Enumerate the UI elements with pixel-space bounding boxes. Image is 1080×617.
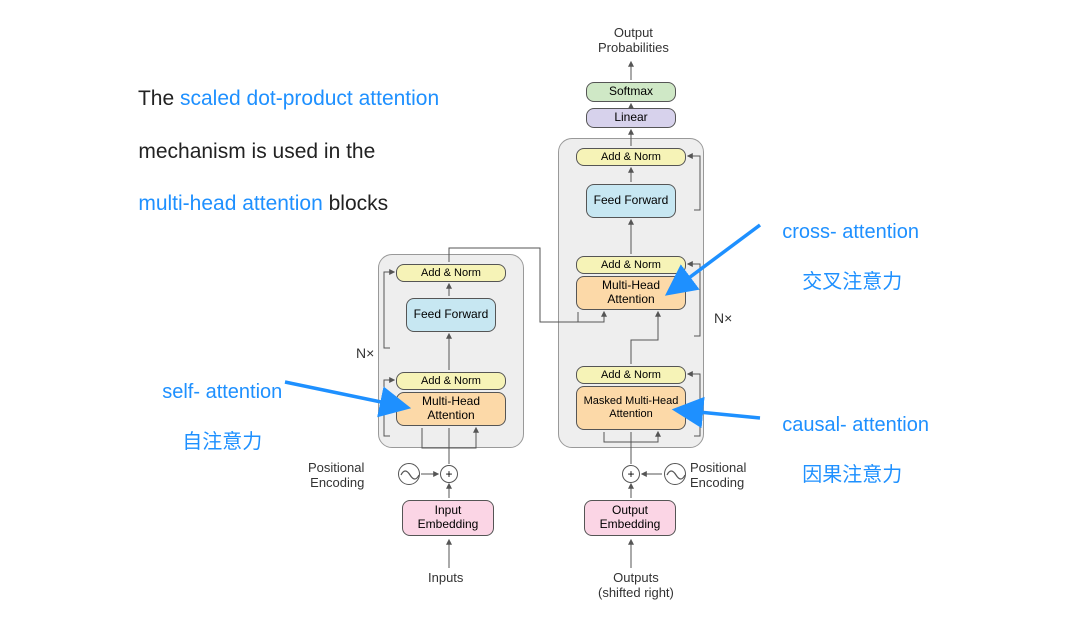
output-prob-label: Output Probabilities: [598, 25, 669, 55]
linear-block: Linear: [586, 108, 676, 128]
desc-post: blocks: [323, 192, 388, 215]
decoder-addnorm3-label: Add & Norm: [601, 151, 661, 164]
annotation-cross-attention: cross- attention 交叉注意力: [760, 195, 919, 320]
desc-pre: The: [138, 87, 180, 110]
encoder-addnorm2-block: Add & Norm: [396, 264, 506, 282]
annotation-cross-en: cross- attention: [782, 221, 919, 243]
encoder-addnorm1-label: Add & Norm: [421, 375, 481, 388]
annotation-self-en: self- attention: [162, 381, 282, 403]
output-embedding-label: Output Embedding: [589, 504, 671, 532]
pe-right-label: Positional Encoding: [690, 460, 746, 490]
pe-wave-left-icon: [398, 463, 420, 485]
encoder-nx-label: N×: [356, 345, 374, 361]
decoder-mha-label: Multi-Head Attention: [581, 279, 681, 307]
encoder-ff-label: Feed Forward: [414, 308, 489, 322]
annotation-self-attention: self- attention 自注意力: [140, 355, 282, 480]
pe-left-label: Positional Encoding: [308, 460, 364, 490]
linear-label: Linear: [614, 111, 647, 125]
input-embedding-block: Input Embedding: [402, 500, 494, 536]
description-text: The scaled dot-product attention mechani…: [115, 60, 439, 244]
decoder-addnorm2-label: Add & Norm: [601, 259, 661, 272]
decoder-mha-block: Multi-Head Attention: [576, 276, 686, 310]
decoder-addnorm1-block: Add & Norm: [576, 366, 686, 384]
annotation-cross-zh: 交叉注意力: [782, 271, 902, 293]
inputs-label: Inputs: [428, 570, 463, 585]
desc-l2: mechanism is used in the: [138, 140, 375, 163]
plus-right-icon: +: [622, 465, 640, 483]
softmax-block: Softmax: [586, 82, 676, 102]
encoder-ff-block: Feed Forward: [406, 298, 496, 332]
encoder-addnorm2-label: Add & Norm: [421, 267, 481, 280]
annotation-causal-en: causal- attention: [782, 414, 929, 436]
decoder-nx-label: N×: [714, 310, 732, 326]
annotation-causal-zh: 因果注意力: [782, 464, 902, 486]
annotation-causal-attention: causal- attention 因果注意力: [760, 388, 929, 513]
annotation-self-zh: 自注意力: [182, 431, 262, 453]
transformer-diagram: The scaled dot-product attention mechani…: [0, 0, 1080, 617]
decoder-ff-label: Feed Forward: [594, 194, 669, 208]
decoder-addnorm1-label: Add & Norm: [601, 369, 661, 382]
outputs-label: Outputs (shifted right): [598, 570, 674, 600]
pe-wave-right-icon: [664, 463, 686, 485]
encoder-mha-block: Multi-Head Attention: [396, 392, 506, 426]
decoder-masked-mha-block: Masked Multi-Head Attention: [576, 386, 686, 430]
desc-h3: multi-head attention: [138, 192, 322, 215]
desc-h1: scaled dot-product attention: [180, 87, 439, 110]
softmax-label: Softmax: [609, 85, 653, 99]
output-embedding-block: Output Embedding: [584, 500, 676, 536]
decoder-masked-mha-label: Masked Multi-Head Attention: [581, 395, 681, 420]
plus-left-icon: +: [440, 465, 458, 483]
input-embedding-label: Input Embedding: [407, 504, 489, 532]
encoder-mha-label: Multi-Head Attention: [401, 395, 501, 423]
decoder-addnorm2-block: Add & Norm: [576, 256, 686, 274]
decoder-ff-block: Feed Forward: [586, 184, 676, 218]
encoder-addnorm1-block: Add & Norm: [396, 372, 506, 390]
decoder-addnorm3-block: Add & Norm: [576, 148, 686, 166]
